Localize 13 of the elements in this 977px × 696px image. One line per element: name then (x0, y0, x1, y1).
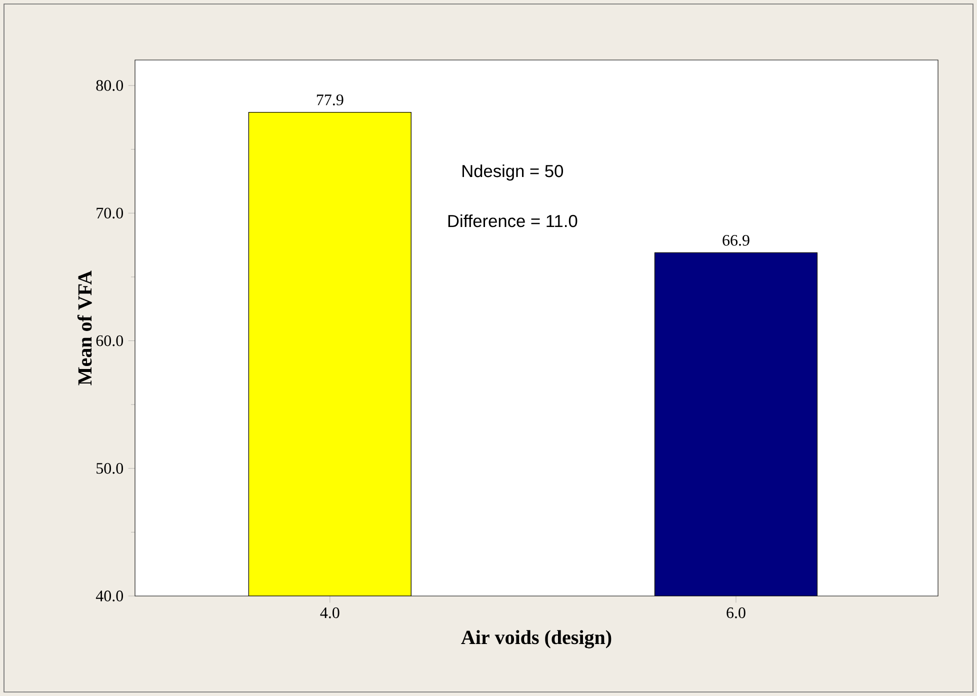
y-tick-label: 70.0 (96, 208, 124, 219)
annotation: Difference = 11.0 (448, 214, 578, 228)
x-tick-label: 6.0 (726, 607, 746, 618)
annotation: Ndesign = 50 (462, 164, 564, 181)
y-axis-title: Mean of VFA (77, 270, 92, 386)
y-tick-label: 40.0 (96, 590, 124, 602)
x-axis-title: Air voids (design) (461, 630, 612, 648)
data-label: 77.9 (316, 94, 344, 106)
y-tick-label: 60.0 (96, 335, 124, 346)
x-tick-label: 4.0 (320, 607, 340, 618)
y-tick-label: 50.0 (96, 462, 124, 474)
data-label: 66.9 (722, 234, 750, 246)
y-tick-label: 80.0 (96, 80, 124, 91)
